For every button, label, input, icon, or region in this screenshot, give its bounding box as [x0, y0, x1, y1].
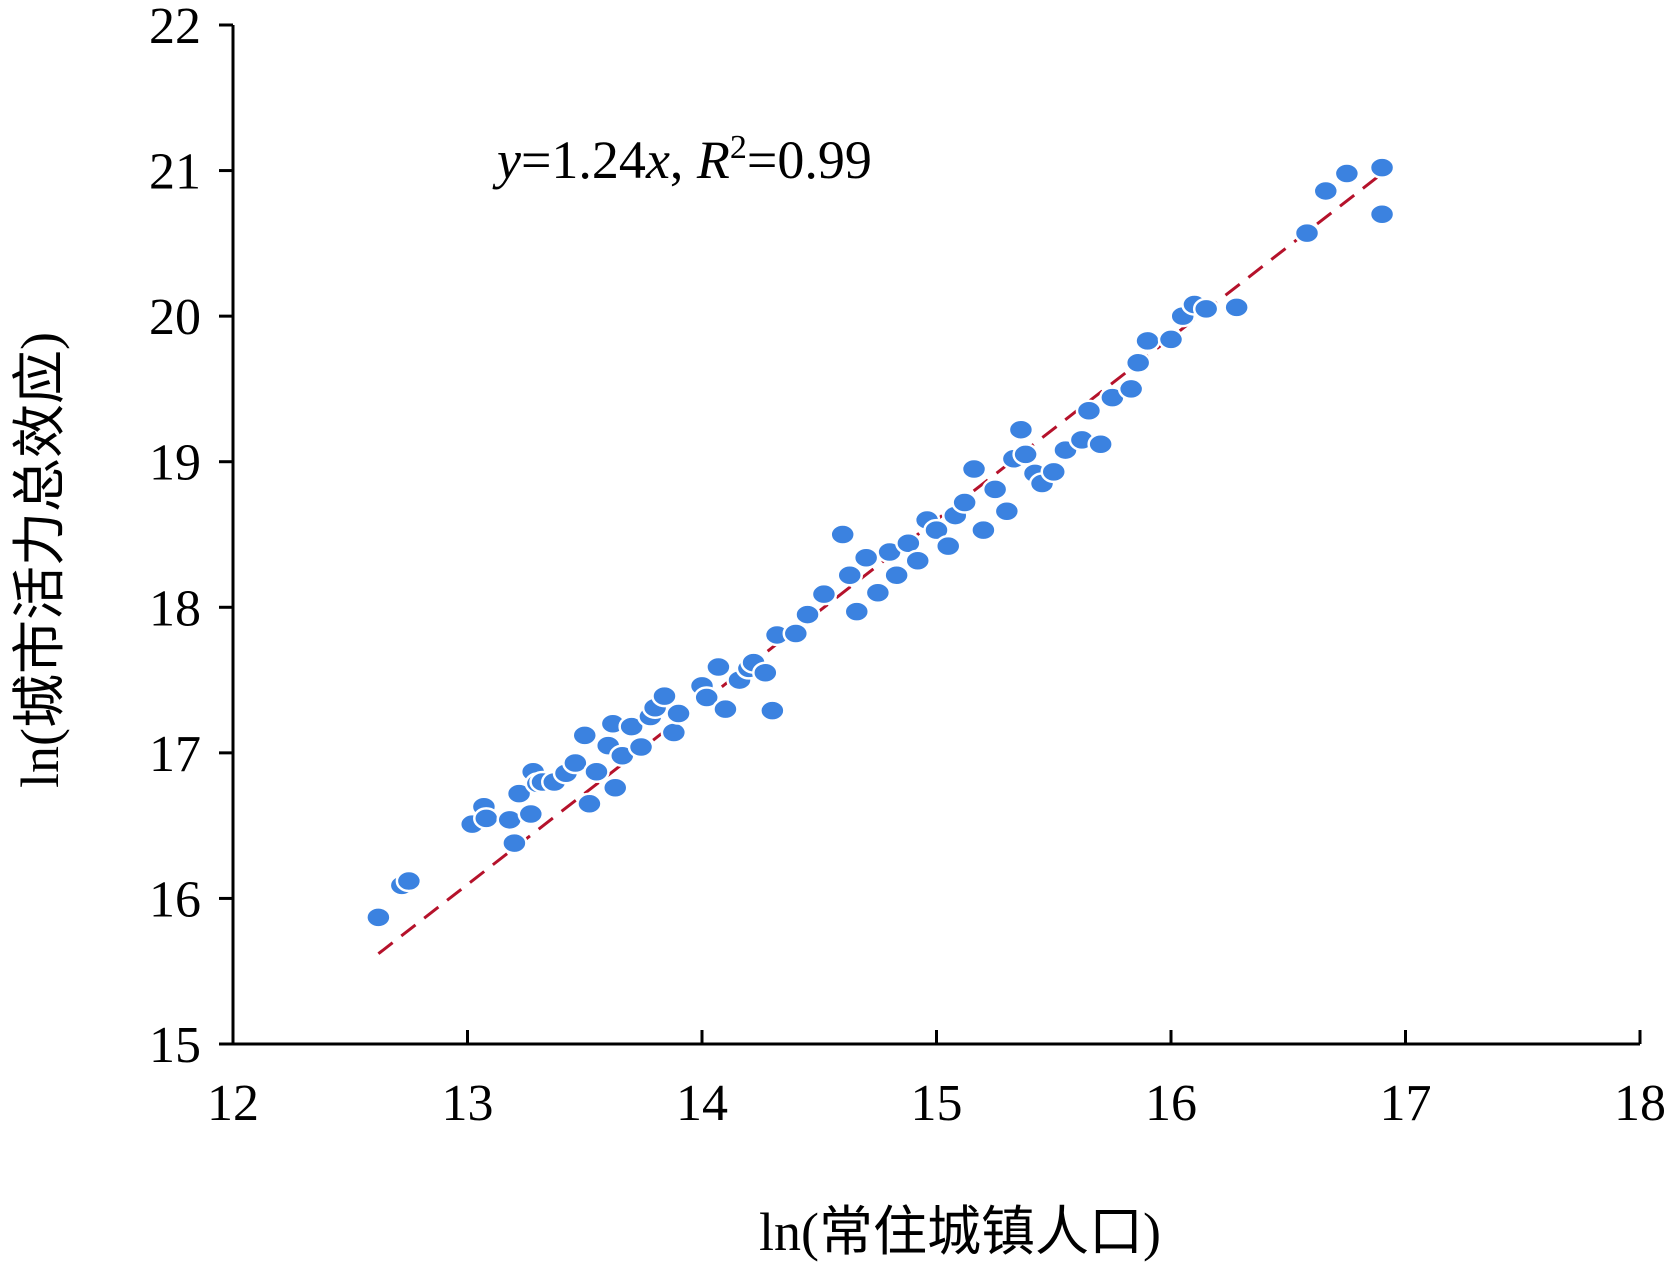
- data-point: [752, 661, 779, 685]
- y-axis-title: ln(城市活力总效应): [10, 332, 70, 788]
- data-point: [934, 534, 962, 558]
- data-point: [810, 582, 838, 606]
- annotation-eq-mid: =1.24: [521, 130, 646, 190]
- data-point: [981, 478, 1009, 501]
- data-point: [1040, 460, 1067, 484]
- data-point: [1312, 179, 1340, 203]
- data-point: [1157, 328, 1185, 351]
- data-point: [517, 802, 545, 826]
- x-tick-label: 12: [207, 1075, 259, 1132]
- data-point: [1007, 418, 1035, 441]
- data-point: [1117, 377, 1145, 401]
- annotation-r-var: R: [696, 130, 730, 190]
- x-tick-label: 15: [911, 1075, 963, 1132]
- y-tick-label: 16: [149, 871, 201, 928]
- y-tick-label: 20: [149, 289, 201, 346]
- data-point: [627, 735, 655, 759]
- trendline-layer: [377, 172, 1383, 955]
- data-point: [1368, 156, 1396, 179]
- data-point: [501, 831, 528, 855]
- data-point: [1124, 351, 1152, 374]
- data-point: [852, 546, 880, 570]
- data-point: [576, 792, 603, 816]
- data-point: [1223, 296, 1250, 319]
- annotation-r-superscript: 2: [730, 129, 747, 166]
- data-point: [505, 782, 533, 805]
- annotation-r-value: =0.99: [747, 130, 872, 190]
- data-point: [843, 600, 871, 623]
- data-points: [365, 156, 1396, 929]
- data-point: [651, 684, 678, 708]
- y-tick-label: 19: [149, 435, 201, 492]
- data-point: [601, 776, 629, 800]
- x-tick-label: 18: [1614, 1075, 1666, 1132]
- data-point: [665, 702, 692, 725]
- x-axis-title: ln(常住城镇人口): [759, 1202, 1161, 1262]
- data-point: [993, 499, 1021, 523]
- data-point: [693, 686, 720, 709]
- x-tick-label: 14: [676, 1075, 728, 1132]
- data-point: [562, 751, 589, 775]
- data-point: [1333, 162, 1361, 185]
- data-point: [618, 715, 645, 738]
- x-tick-label: 16: [1145, 1075, 1197, 1132]
- data-point: [1087, 432, 1114, 456]
- data-point: [1368, 202, 1396, 226]
- data-point: [571, 724, 598, 747]
- y-tick-label: 15: [149, 1017, 201, 1074]
- data-point: [970, 518, 997, 542]
- data-point: [904, 549, 931, 572]
- regression-annotation: y=1.24x, R2=0.99: [492, 129, 872, 190]
- data-point: [794, 603, 821, 626]
- data-point: [1192, 297, 1220, 321]
- regression-trendline: [377, 172, 1383, 955]
- data-point: [473, 807, 500, 830]
- tick-labels: 12 13 14 15 16 17 18 15 16 17 18 19 20 21 22: [149, 0, 1666, 1132]
- data-point: [864, 581, 892, 604]
- y-tick-label: 17: [149, 726, 201, 783]
- y-tick-label: 22: [149, 0, 201, 55]
- data-point: [1075, 399, 1103, 423]
- data-point: [960, 457, 988, 481]
- annotation-x-var: x: [645, 130, 670, 190]
- x-tick-label: 13: [442, 1075, 494, 1132]
- data-point: [759, 699, 786, 722]
- data-point: [951, 491, 978, 514]
- data-point: [782, 622, 810, 645]
- annotation-y-var: y: [492, 130, 521, 190]
- data-point: [712, 697, 739, 721]
- data-point: [923, 518, 950, 542]
- data-point: [395, 869, 423, 893]
- data-point: [365, 906, 392, 929]
- annotation-separator: ,: [670, 130, 697, 190]
- data-point: [583, 760, 610, 784]
- y-tick-label: 21: [149, 144, 201, 201]
- data-point: [883, 564, 910, 587]
- data-point: [829, 523, 856, 546]
- data-point: [836, 564, 863, 587]
- y-tick-label: 18: [149, 580, 201, 637]
- x-tick-label: 17: [1380, 1075, 1432, 1132]
- axes: [219, 23, 1642, 1046]
- data-point: [705, 655, 732, 679]
- data-point: [660, 721, 688, 744]
- data-point: [1012, 443, 1039, 466]
- data-point: [1134, 329, 1161, 353]
- data-point: [1293, 221, 1321, 245]
